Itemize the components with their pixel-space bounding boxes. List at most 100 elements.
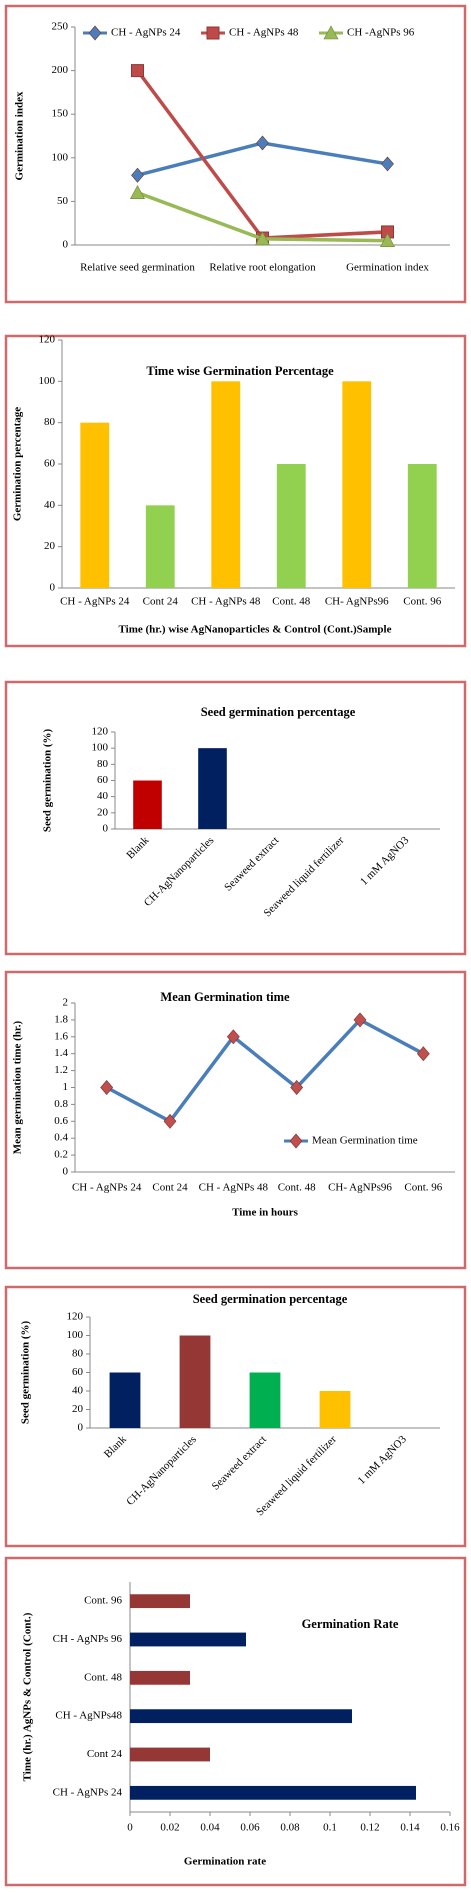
y-tick-label: Cont. 96: [84, 1595, 122, 1607]
marker: [163, 1113, 177, 1129]
marker: [131, 64, 144, 78]
y-axis-title: Seed germination (%): [20, 1321, 32, 1425]
y-tick-label: 120: [39, 334, 56, 346]
y-tick-label: 1.6: [54, 1030, 68, 1042]
y-tick-label: 0.4: [54, 1132, 68, 1144]
bar: [342, 381, 372, 588]
marker: [131, 167, 144, 183]
x-tick-label: CH-AgNanoparticles: [142, 834, 217, 909]
y-tick-label: 0: [78, 1422, 84, 1434]
x-tick-label: Germination index: [346, 262, 429, 274]
y-tick-label: 100: [52, 151, 69, 163]
y-tick-label: 0: [103, 823, 109, 835]
x-tick-label: Seaweed extract: [210, 1433, 269, 1492]
x-tick-label: 0.02: [160, 1822, 179, 1834]
chart-title: Germination Rate: [302, 1617, 399, 1631]
y-tick-label: 60: [72, 1366, 84, 1378]
y-tick-label: 80: [72, 1348, 84, 1360]
x-tick-label: CH - AgNPs 48: [199, 1182, 269, 1194]
bar: [130, 1670, 190, 1685]
x-tick-label: Seaweed extract: [222, 834, 281, 893]
x-tick-label: Blank: [124, 834, 151, 861]
bar: [130, 1709, 352, 1724]
marker: [226, 1029, 240, 1045]
marker: [381, 156, 394, 172]
x-tick-label: Cont. 96: [404, 1182, 442, 1194]
y-axis-title: Time (hr.) AgNPs & Control (Cont.): [22, 1612, 34, 1781]
x-tick-label: 0.16: [440, 1822, 460, 1834]
x-tick-label: Cont. 96: [403, 596, 441, 608]
chart-title: Time wise Germination Percentage: [146, 364, 334, 378]
bar: [211, 381, 241, 588]
bar: [319, 1391, 351, 1428]
y-tick-label: 0.2: [54, 1149, 68, 1161]
y-tick-label: 0.8: [54, 1098, 68, 1110]
bar: [276, 464, 306, 588]
x-tick-label: CH- AgNPs96: [325, 596, 389, 608]
x-tick-label: Blank: [102, 1433, 129, 1460]
panel: [4, 970, 467, 1270]
chart-title: Seed germination percentage: [193, 1292, 348, 1306]
bar: [407, 464, 437, 588]
bar: [130, 1747, 210, 1762]
y-tick-label: 2: [63, 997, 69, 1009]
bar: [130, 1785, 416, 1800]
line: [105, 1017, 425, 1124]
y-tick-label: 1.4: [54, 1047, 68, 1059]
marker: [254, 231, 271, 246]
y-axis-title: Germination percentage: [12, 407, 24, 521]
x-tick-label: Cont. 48: [278, 1182, 316, 1194]
y-tick-label: 60: [97, 774, 109, 786]
x-tick-label: Relative root elongation: [209, 262, 316, 274]
y-tick-label: CH - AgNPs 96: [53, 1633, 123, 1645]
y-tick-label: Cont. 48: [84, 1671, 122, 1683]
panel: [4, 1556, 467, 1887]
y-tick-label: CH - AgNPs 24: [53, 1786, 123, 1798]
x-tick-label: 0.1: [323, 1822, 337, 1834]
panel: [4, 4, 467, 304]
legend-label: CH - AgNPs 48: [229, 27, 299, 39]
y-tick-label: 20: [44, 540, 56, 552]
y-tick-label: 80: [44, 416, 56, 428]
y-tick-label: 20: [72, 1403, 84, 1415]
y-tick-label: 40: [44, 499, 56, 511]
y-axis-title: Seed germination (%): [42, 729, 54, 833]
y-tick-label: 0: [63, 1166, 69, 1178]
legend-label: CH -AgNPs 96: [347, 27, 415, 39]
x-tick-label: CH- AgNPs96: [328, 1182, 392, 1194]
legend-marker: [289, 1133, 303, 1149]
y-tick-label: 1.2: [54, 1064, 68, 1076]
x-axis-title: Time in hours: [232, 1207, 299, 1219]
y-tick-label: 250: [52, 21, 69, 33]
bar: [145, 505, 175, 588]
x-axis-title: Germination rate: [184, 1856, 266, 1868]
y-tick-label: 100: [39, 375, 56, 387]
x-tick-label: 0.04: [200, 1822, 220, 1834]
y-axis-title: Mean germination time (hr.): [12, 1020, 24, 1154]
chart-title: Seed germination percentage: [201, 705, 356, 719]
bar: [179, 1335, 211, 1428]
x-tick-label: Cont. 48: [272, 596, 310, 608]
marker: [129, 185, 146, 199]
panel: [4, 680, 467, 956]
y-axis-title: Germination index: [14, 91, 26, 180]
x-tick-label: 0.06: [240, 1822, 260, 1834]
y-tick-label: 200: [52, 64, 69, 76]
y-tick-label: 1: [63, 1081, 69, 1093]
y-tick-label: 20: [97, 806, 109, 818]
x-tick-label: CH-AgNanoparticles: [124, 1433, 199, 1508]
legend-marker: [88, 25, 102, 41]
legend-marker: [323, 25, 339, 40]
x-tick-label: 1 mM AgNO3: [355, 1433, 409, 1487]
y-tick-label: 150: [52, 108, 69, 120]
bar: [198, 748, 227, 829]
marker: [290, 1080, 304, 1095]
y-tick-label: CH - AgNPs48: [55, 1710, 122, 1722]
line: [136, 69, 388, 240]
legend-label: Mean Germination time: [312, 1135, 418, 1147]
legend-marker: [206, 26, 220, 40]
x-tick-label: Seaweed liquid fertilizer: [254, 1433, 339, 1518]
y-tick-label: 0: [50, 582, 56, 594]
y-tick-label: 40: [97, 790, 109, 802]
